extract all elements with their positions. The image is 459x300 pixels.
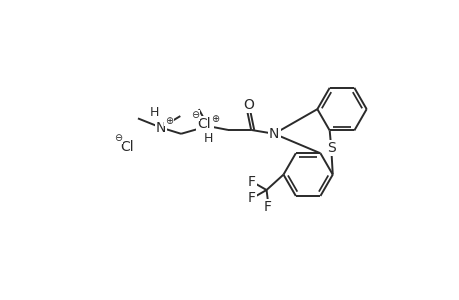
Text: ⊕: ⊕ xyxy=(164,116,173,126)
Text: ⊖: ⊖ xyxy=(114,134,122,143)
Text: N: N xyxy=(156,121,166,135)
Text: O: O xyxy=(243,98,254,112)
Text: ⊖: ⊖ xyxy=(190,110,199,120)
Text: S: S xyxy=(326,141,335,155)
Text: F: F xyxy=(247,191,255,205)
Text: F: F xyxy=(247,175,255,189)
Text: H: H xyxy=(150,106,159,119)
Text: N: N xyxy=(202,119,213,133)
Text: N: N xyxy=(269,127,279,141)
Text: Cl: Cl xyxy=(120,140,134,154)
Text: ⊕: ⊕ xyxy=(210,114,218,124)
Text: Cl: Cl xyxy=(197,117,210,131)
Text: F: F xyxy=(263,200,272,214)
Text: H: H xyxy=(204,132,213,145)
